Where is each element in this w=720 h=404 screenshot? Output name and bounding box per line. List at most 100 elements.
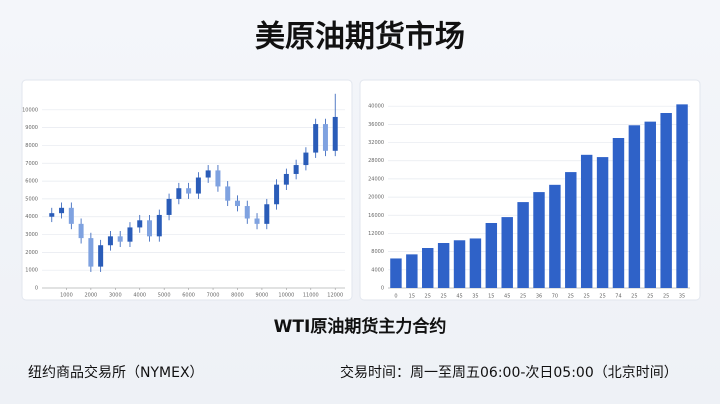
- candle-body: [68, 207, 74, 224]
- x-tick-label: 15: [488, 294, 494, 300]
- bar: [533, 192, 545, 288]
- candle-body: [322, 124, 328, 151]
- x-tick-label: 35: [472, 294, 478, 300]
- x-tick-label: 8000: [231, 293, 244, 299]
- candle-body: [137, 220, 143, 228]
- candle-body: [215, 170, 221, 187]
- bar: [565, 172, 577, 288]
- y-tick-label: 2000: [25, 250, 38, 256]
- title: 美原油期货市场: [255, 20, 465, 55]
- x-tick-label: 25: [599, 294, 605, 300]
- candle-body: [313, 124, 319, 153]
- y-tick-label: 24000: [368, 176, 384, 182]
- candle-body: [88, 238, 94, 267]
- bar: [596, 157, 609, 288]
- x-tick-label: 36: [536, 294, 542, 300]
- y-tick-label: 28000: [368, 158, 384, 164]
- x-tick-label: 0: [394, 294, 397, 300]
- x-tick-label: 6000: [182, 293, 195, 299]
- x-tick-label: 25: [520, 294, 526, 300]
- candle-body: [205, 170, 211, 178]
- bar: [501, 217, 513, 288]
- x-tick-label: 11000: [303, 293, 319, 299]
- y-tick-label: 36000: [368, 122, 384, 128]
- y-tick-label: 6000: [25, 179, 38, 185]
- x-tick-label: 7000: [207, 293, 220, 299]
- candle-body: [147, 220, 153, 237]
- x-tick-label: 9000: [256, 293, 269, 299]
- bar: [453, 240, 466, 288]
- y-tick-label: 4000: [25, 214, 38, 220]
- y-tick-label: 5000: [25, 196, 38, 202]
- x-tick-label: 25: [568, 294, 574, 300]
- bar: [580, 154, 593, 288]
- exchange: 纽约商品交易所（NYMEX）: [28, 364, 204, 381]
- bar: [549, 184, 561, 288]
- x-tick-label: 35: [679, 294, 685, 300]
- y-tick-label: 4000: [371, 267, 384, 273]
- candle-body: [98, 245, 104, 267]
- x-tick-label: 25: [631, 294, 637, 300]
- bar: [406, 254, 418, 288]
- y-tick-label: 40000: [368, 104, 384, 110]
- candle-body: [283, 173, 289, 185]
- x-tick-label: 45: [456, 294, 462, 300]
- x-tick-label: 25: [663, 294, 669, 300]
- candle-body: [107, 236, 113, 246]
- x-tick-label: 45: [504, 294, 510, 300]
- x-tick-label: 74: [615, 294, 621, 300]
- x-tick-label: 5000: [158, 293, 171, 299]
- candle-body: [186, 188, 192, 194]
- x-tick-label: 1000: [60, 293, 73, 299]
- candle-body: [264, 204, 270, 224]
- x-tick-label: 4000: [133, 293, 146, 299]
- bar: [612, 138, 625, 288]
- y-tick-label: 16000: [368, 213, 384, 219]
- candle-body: [156, 214, 162, 237]
- candle-body: [332, 116, 338, 151]
- bar: [660, 113, 672, 288]
- x-tick-label: 2000: [85, 293, 98, 299]
- x-tick-label: 15: [409, 294, 415, 300]
- candle-body: [303, 152, 309, 166]
- candle-body: [78, 223, 84, 239]
- candle-body: [195, 177, 201, 194]
- bar: [517, 202, 529, 288]
- x-tick-label: 12000: [327, 293, 343, 299]
- candle-body: [127, 227, 133, 242]
- y-tick-label: 8000: [371, 249, 384, 255]
- bar: [422, 248, 434, 288]
- bar: [676, 104, 688, 288]
- bar: [628, 125, 641, 288]
- candle-body: [274, 184, 280, 205]
- bar: [437, 243, 450, 288]
- x-tick-label: 10000: [278, 293, 294, 299]
- y-tick-label: 0: [35, 286, 38, 292]
- x-tick-label: 25: [583, 294, 589, 300]
- candle-body: [166, 198, 172, 215]
- y-tick-label: 8000: [25, 143, 38, 149]
- subtitle: WTI原油期货主力合约: [274, 316, 447, 337]
- x-tick-label: 70: [552, 294, 558, 300]
- y-tick-label: 1000: [25, 268, 38, 274]
- bar: [390, 258, 402, 288]
- candle-body: [176, 188, 182, 199]
- y-tick-label: 9000: [25, 125, 38, 131]
- x-tick-label: 25: [647, 294, 653, 300]
- bar: [469, 238, 482, 288]
- y-tick-label: 20000: [368, 195, 384, 201]
- trading-hours: 交易时间：周一至周五06:00-次日05:00（北京时间）: [340, 364, 678, 381]
- y-tick-label: 0: [381, 286, 384, 292]
- x-tick-label: 25: [440, 294, 446, 300]
- candle-body: [244, 206, 250, 219]
- x-tick-label: 3000: [109, 293, 122, 299]
- candle-body: [117, 236, 123, 242]
- candle-body: [59, 207, 65, 214]
- candle-body: [49, 213, 55, 217]
- bar: [644, 121, 656, 289]
- y-tick-label: 32000: [368, 140, 384, 146]
- y-tick-label: 10000: [22, 107, 38, 113]
- candle-body: [234, 200, 240, 207]
